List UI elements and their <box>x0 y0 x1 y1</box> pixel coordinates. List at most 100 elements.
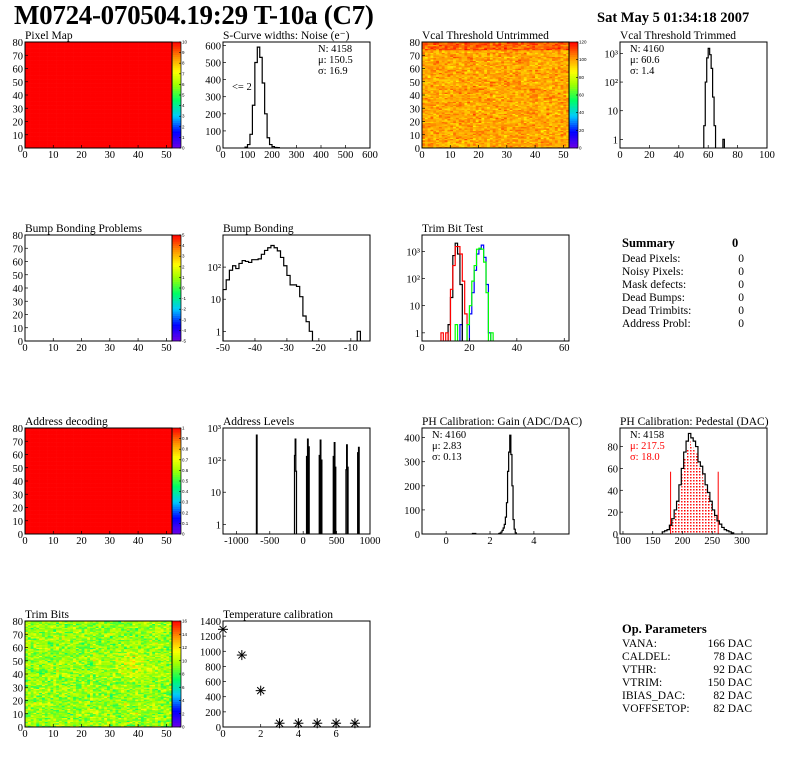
heatmap-cell <box>160 125 164 128</box>
heatmap-cell <box>75 68 80 71</box>
heatmap-cell <box>39 87 43 89</box>
heatmap-cell <box>101 138 105 141</box>
heatmap-cell <box>33 137 37 140</box>
heatmap-cell <box>39 136 43 138</box>
heatmap-cell <box>118 108 122 110</box>
heatmap-cell <box>47 141 51 144</box>
heatmap-cell <box>123 106 128 109</box>
heatmap-cell <box>129 69 133 72</box>
heatmap-cell <box>109 121 113 124</box>
heatmap-cell <box>109 68 113 71</box>
heatmap-cell <box>112 75 116 77</box>
heatmap-cell <box>166 110 170 113</box>
heatmap-cell <box>160 77 164 80</box>
heatmap-cell <box>61 118 65 121</box>
heatmap-cell <box>132 76 136 79</box>
heatmap-cell <box>39 112 43 114</box>
heatmap-cell <box>160 109 164 112</box>
heatmap-cell <box>126 114 130 117</box>
heatmap-cell <box>75 73 80 76</box>
heatmap-cell <box>140 133 145 136</box>
heatmap-cell <box>152 85 156 88</box>
heatmap-cell <box>104 130 108 133</box>
heatmap-cell <box>106 79 111 81</box>
heatmap-cell <box>33 144 37 146</box>
heatmap-cell <box>36 129 40 132</box>
heatmap-cell <box>106 77 111 80</box>
heatmap-cell <box>104 126 108 129</box>
heatmap-cell <box>95 124 99 126</box>
heatmap-cell <box>70 75 74 77</box>
heatmap-cell <box>73 75 77 77</box>
heatmap-cell <box>123 105 128 108</box>
heatmap-cell <box>47 110 51 113</box>
heatmap-cell <box>87 141 91 144</box>
heatmap-cell <box>61 122 65 125</box>
heatmap-cell <box>56 134 60 137</box>
heatmap-cell <box>87 113 91 116</box>
heatmap-cell <box>166 105 170 108</box>
heatmap-cell <box>56 77 60 80</box>
heatmap-cell <box>73 100 77 102</box>
heatmap-cell <box>58 83 63 85</box>
heatmap-cell <box>143 118 147 121</box>
heatmap-cell <box>64 85 68 88</box>
heatmap-cell <box>112 122 116 125</box>
heatmap-cell <box>146 117 150 120</box>
heatmap-cell <box>47 125 51 128</box>
heatmap-cell <box>44 97 48 100</box>
heatmap-cell <box>33 97 37 100</box>
heatmap-cell <box>143 144 147 146</box>
heatmap-cell <box>95 68 99 71</box>
heatmap-cell <box>36 79 40 81</box>
heatmap-cell <box>47 77 51 80</box>
heatmap-cell <box>30 75 34 77</box>
heatmap-cell <box>112 98 116 101</box>
heatmap-cell <box>87 140 91 142</box>
heatmap-cell <box>152 116 156 118</box>
heatmap-cell <box>84 142 88 145</box>
heatmap-cell <box>73 71 77 73</box>
heatmap-cell <box>58 136 63 138</box>
heatmap-cell <box>121 80 125 83</box>
heatmap-cell <box>109 112 113 114</box>
heatmap-cell <box>104 101 108 104</box>
heatmap-cell <box>143 120 147 122</box>
heatmap-cell <box>90 141 94 144</box>
heatmap-cell <box>78 132 82 134</box>
heatmap-cell <box>75 122 80 125</box>
heatmap-cell <box>75 117 80 120</box>
heatmap-cell <box>61 104 65 106</box>
heatmap-cell <box>135 129 139 132</box>
heatmap-cell <box>149 76 153 79</box>
heatmap-cell <box>155 138 159 141</box>
heatmap-cell <box>50 133 54 136</box>
heatmap-cell <box>50 141 54 144</box>
heatmap-cell <box>50 138 54 141</box>
heatmap-cell <box>132 117 136 120</box>
heatmap-cell <box>95 125 99 128</box>
heatmap-cell <box>36 109 40 112</box>
heatmap-cell <box>36 140 40 142</box>
heatmap-cell <box>132 126 136 129</box>
heatmap-cell <box>39 77 43 80</box>
heatmap-cell <box>143 141 147 144</box>
heatmap-cell <box>56 80 60 83</box>
heatmap-cell <box>101 108 105 110</box>
heatmap-cell <box>58 85 63 88</box>
heatmap-cell <box>64 108 68 110</box>
heatmap-cell <box>73 109 77 112</box>
heatmap-cell <box>27 104 31 106</box>
heatmap-cell <box>155 95 159 97</box>
heatmap-cell <box>106 80 111 83</box>
heatmap-cell <box>39 132 43 134</box>
heatmap-cell <box>132 89 136 92</box>
heatmap-cell <box>121 122 125 125</box>
heatmap-cell <box>118 76 122 79</box>
heatmap-cell <box>56 144 60 146</box>
heatmap-cell <box>56 93 60 96</box>
heatmap-cell <box>64 105 68 108</box>
heatmap-cell <box>87 85 91 88</box>
heatmap-cell <box>146 71 150 73</box>
heatmap-cell <box>78 137 82 140</box>
